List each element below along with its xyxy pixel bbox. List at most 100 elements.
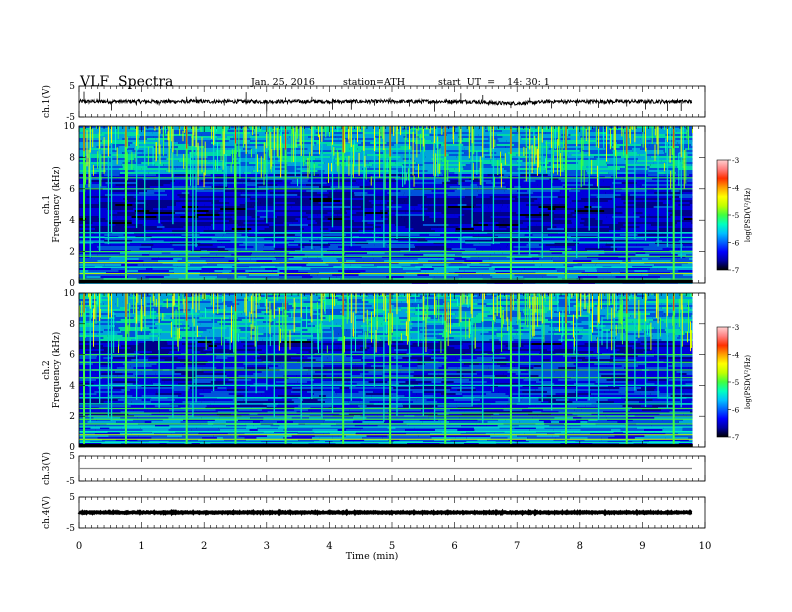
ch1-spec-cell — [427, 240, 452, 242]
ch1-spec-cell — [116, 216, 124, 218]
ch1-spec-cell — [669, 158, 686, 160]
ch1-spec-cell — [481, 214, 498, 216]
ch2-spec-cell — [383, 311, 406, 313]
ch2-spec-cell — [624, 329, 643, 331]
ch2-spec-cell — [366, 297, 385, 299]
ch2-spec-cell — [255, 319, 275, 321]
ch1-spec-cell — [321, 204, 333, 206]
ch1-spec-cell — [386, 202, 403, 204]
ch1-spec-cell — [110, 156, 118, 158]
ch1-spec-cell — [518, 142, 546, 144]
ch1-spec-cell — [482, 274, 490, 276]
ch1-spec-cell — [350, 270, 366, 272]
ch2-spec-cell — [560, 375, 574, 377]
ch1-spec-cell — [578, 176, 605, 178]
ch2-spec-cell — [441, 365, 470, 367]
ch2-spec-cell — [96, 379, 113, 381]
ch2-spec-cell — [99, 363, 110, 365]
ch1-spec-cell — [625, 166, 650, 168]
ch2-spec-cell — [461, 373, 471, 375]
ch2-spec-cell — [543, 337, 571, 339]
ch1-spec-cell — [615, 204, 636, 206]
ch1-spec-cell — [591, 206, 602, 208]
ch1-spec-cell — [385, 164, 403, 166]
ch1-spec-cell — [389, 248, 419, 250]
ch2-spec-cell — [249, 325, 271, 327]
ch2-spec-cell — [443, 327, 471, 329]
ch1-spec-cell — [691, 214, 693, 216]
ch2-spec-cell — [690, 307, 693, 309]
ch2-spec-cell — [680, 317, 693, 319]
ch1-spec-cell — [342, 256, 362, 258]
ch2-spec-cell — [295, 325, 315, 327]
ch2-spec-cell — [447, 319, 471, 321]
ch1-spec-cell — [372, 206, 387, 208]
ch2-spec-cell — [154, 303, 177, 305]
ch1-spec-panel — [79, 126, 693, 284]
ch1-spec-cell — [280, 138, 288, 140]
ch1-spec-cell — [478, 226, 491, 228]
ch1-spec-cell — [293, 174, 319, 176]
ch1-spec-cell — [173, 150, 198, 152]
ch1-spec-cell — [432, 154, 449, 156]
ch2-spec-cell — [523, 359, 542, 361]
ch1-spec-cell — [438, 258, 455, 260]
ch1-spec-cell — [149, 186, 172, 188]
ch2-spec-cell — [282, 325, 296, 327]
ch1-spec-cell — [578, 230, 609, 232]
ch2-spec-cell — [189, 327, 212, 329]
ch2-spec-cell — [300, 347, 312, 349]
ch1-spec-cell — [598, 254, 610, 256]
ch2-spec-cell — [282, 351, 309, 353]
ch1-spec-cell — [88, 238, 105, 240]
ch1-spec-cell — [303, 192, 317, 194]
ch2-spec-cell — [227, 305, 234, 307]
ch1-spec-cell — [564, 228, 594, 230]
ch1-spec-cell — [414, 132, 444, 134]
ch1-spec-cell — [619, 218, 639, 220]
ch2-spec-cell — [679, 375, 687, 377]
ch1-spec-cell — [319, 194, 331, 196]
ch1-spec-cell — [79, 200, 98, 202]
ch2-spec-cell — [609, 345, 616, 347]
ch1-spec-cell — [411, 158, 432, 160]
ch1-spec-cell — [79, 176, 95, 178]
ch1-spec-cell — [554, 216, 562, 218]
ch1-spec-cell — [444, 150, 469, 152]
ch1-spec-cell — [254, 130, 274, 132]
ch2-spec-cell — [211, 327, 227, 329]
ch1-spec-cell — [557, 270, 570, 272]
ch1-spec-cell — [676, 244, 684, 246]
ch2-spec-cell — [643, 301, 667, 303]
ch1-spec-cell — [206, 260, 229, 262]
ch2-spec-cell — [428, 371, 457, 373]
ch1-spec-cell — [478, 168, 505, 170]
ch1-spec-cell — [288, 242, 313, 244]
ch1-spec-cell — [492, 276, 524, 278]
ch2-spec-cell — [510, 305, 542, 307]
ch1-spec-cell — [594, 212, 614, 214]
ch1-spec-cell — [594, 126, 626, 128]
ch1-spec-cell — [436, 218, 444, 220]
ch2-spec-cell — [445, 301, 475, 303]
ch1-spec-cell — [636, 244, 649, 246]
ch1-spec-cell — [109, 214, 136, 216]
ch1-spec-cell — [404, 200, 435, 202]
ch1-spec-cell — [157, 196, 180, 198]
ch1-spec-cell — [444, 202, 474, 204]
ch1-spec-cell — [456, 182, 486, 184]
ch2-spec-cell — [160, 309, 178, 311]
ch1-spec-cell — [572, 260, 592, 262]
ch1-spec-cell — [648, 258, 678, 260]
ch1-spec-cell — [236, 144, 249, 146]
ch1-spec-cell — [500, 210, 530, 212]
ch2-spec-cell — [431, 351, 446, 353]
ch1-spec-cell — [443, 248, 452, 250]
ch1-spec-cell — [340, 164, 373, 166]
ch1-spec-cell — [386, 174, 416, 176]
ch1-spec-cell — [214, 234, 224, 236]
ch1-spec-cell — [509, 154, 517, 156]
ch2-spec-cell — [184, 319, 212, 321]
ch2-spec-cell — [601, 329, 611, 331]
ch1-spec-cell — [679, 196, 692, 198]
